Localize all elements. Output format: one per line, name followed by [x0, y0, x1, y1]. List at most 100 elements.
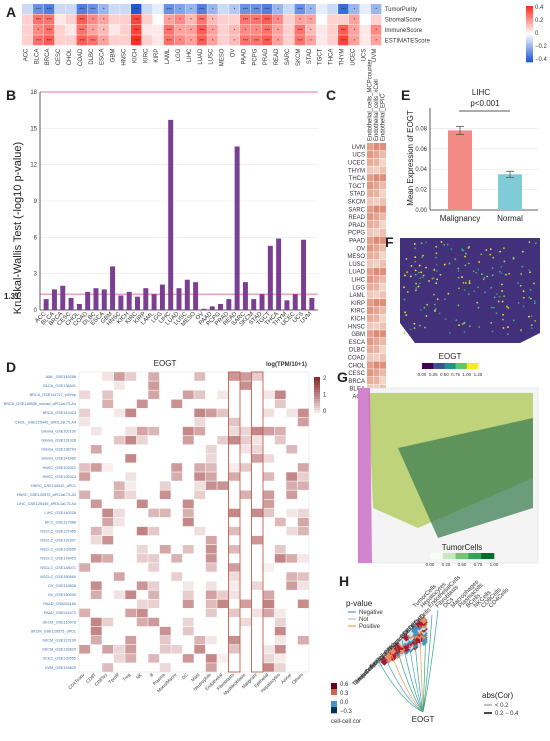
- panel-g-legend-swatch: [483, 553, 486, 559]
- panel-a-col-label: STAD: [307, 48, 313, 64]
- panel-a-col-label: DLBC: [89, 48, 95, 65]
- panel-a-cell: [196, 24, 207, 35]
- panel-d-dataset-label[interactable]: NSCLC_GSE139555: [40, 548, 76, 552]
- panel-c-cell: [373, 236, 380, 244]
- panel-f-legend-swatch: [435, 363, 438, 369]
- panel-d-dataset-label[interactable]: HNSC_GSE140042_aPD1: [31, 484, 76, 488]
- panel-d-dataset-label[interactable]: BLCA_GSE138441: [43, 384, 76, 388]
- panel-a-cell: [250, 24, 262, 35]
- panel-d-dataset-label[interactable]: NSCLC_GSE143423: [40, 557, 76, 561]
- panel-a-cell: [229, 24, 240, 35]
- panel-b-bar: [176, 288, 182, 310]
- panel-a-legend-swatch: [526, 34, 533, 36]
- panel-d-dataset-label[interactable]: SKCM_GSE120575_aPD1: [31, 629, 76, 633]
- panel-g-legend-swatch: [481, 553, 484, 559]
- panel-a-col-label: READ: [274, 48, 280, 65]
- panel-d-dataset-label[interactable]: CHOL_GSE125449_aPDL1aCTLA4: [15, 420, 76, 424]
- panel-d-cell: [182, 390, 194, 399]
- panel-d-dataset-label[interactable]: PAAD_GSE111672: [44, 611, 76, 615]
- panel-d-dataset-label[interactable]: NSCLC_GSE150660: [40, 575, 76, 579]
- panel-g-legend-swatch: [440, 553, 444, 559]
- panel-d-cell: [113, 435, 125, 445]
- panel-d-dataset-label[interactable]: OV_GSE130000: [48, 593, 76, 597]
- panel-d-cell-type-label: Others: [291, 672, 305, 686]
- panel-c-row-label: SARC: [348, 207, 365, 213]
- panel-d-legend-title: log(TPM/10+1): [266, 362, 307, 368]
- panel-d-dataset-label[interactable]: BRCA_GSE114727_inDrop: [30, 393, 76, 397]
- panel-d-dataset-label[interactable]: UVM_GSE139829: [45, 666, 76, 670]
- panel-d-dataset-label[interactable]: HNSC_GSE139324: [42, 475, 76, 479]
- panel-d-cell: [136, 599, 148, 609]
- panel-d-dataset-label[interactable]: PAAD_CRA001160: [43, 602, 76, 606]
- panel-a-col-label: HNSC: [122, 48, 128, 66]
- panel-d-dataset-label[interactable]: SKCM_GSE123139: [42, 638, 76, 642]
- panel-d-dataset-label[interactable]: SKCM_GSE115978: [43, 620, 77, 624]
- panel-b-bar: [68, 297, 74, 310]
- panel-d-cell: [79, 408, 91, 418]
- panel-b-bar: [151, 294, 157, 310]
- panel-d-cell: [228, 526, 240, 536]
- panel-d-cell: [125, 654, 137, 663]
- panel-f-spot: [521, 265, 524, 268]
- panel-d-cell: [274, 390, 286, 399]
- panel-d-dataset-label[interactable]: LIHC_GSE125449_aPDL1aCTLA4: [17, 502, 76, 506]
- panel-a-cell: [196, 35, 207, 46]
- panel-d-dataset-label[interactable]: NSCLC_GSE148071: [40, 566, 76, 570]
- panel-a-cell: [272, 4, 284, 14]
- panel-f-spot: [485, 249, 488, 251]
- panel-h-corr-legend-tick: −0.3: [340, 709, 353, 715]
- panel-a-cell: [174, 35, 186, 46]
- panel-d-dataset-label[interactable]: NSCLC_GSE131907: [40, 538, 76, 542]
- panel-a-cell: [54, 35, 66, 46]
- panel-b-bar: [309, 297, 315, 310]
- panel-d-cell: [125, 454, 137, 463]
- panel-a-cell: [316, 24, 327, 35]
- panel-d-cell: [90, 445, 102, 454]
- panel-f-legend-swatch: [459, 363, 462, 369]
- panel-h-corr-legend-swatch: [331, 701, 337, 703]
- panel-d-dataset-label[interactable]: Glioma_GSE141982: [41, 457, 76, 461]
- panel-d-dataset-label[interactable]: Glioma_GSE102130: [41, 429, 76, 433]
- panel-g-edge-region: [358, 388, 372, 563]
- panel-a-significance: *: [354, 17, 356, 22]
- panel-d-cell: [240, 490, 252, 499]
- panel-d-dataset-label[interactable]: UCEC_GSE139555: [42, 657, 76, 661]
- panel-d-dataset-label[interactable]: OV_GSE118828: [48, 584, 76, 588]
- panel-d-dataset-label[interactable]: LIHC_GSE140228: [45, 511, 76, 515]
- panel-d-cell: [194, 481, 206, 490]
- panel-h-corr-legend-swatch: [331, 708, 337, 711]
- panel-f-spot: [414, 269, 417, 272]
- panel-h-pvalue-item: Not: [359, 617, 369, 623]
- panel-h-cell: [415, 620, 424, 629]
- panel-f-spot: [440, 241, 443, 243]
- panel-c-cell: [367, 228, 373, 237]
- panel-f-spot: [528, 296, 531, 299]
- panel-a-cell: [240, 4, 251, 14]
- panel-a-cell: [87, 24, 98, 35]
- panel-a-significance: *: [103, 17, 105, 22]
- panel-a-cell: [305, 24, 316, 35]
- panel-d-dataset-label[interactable]: MCC_GSE117988: [45, 520, 76, 524]
- panel-a-cell: [54, 4, 66, 14]
- panel-a-significance: ***: [90, 38, 96, 43]
- panel-d-dataset-label[interactable]: AML_GSE116256: [46, 375, 76, 379]
- panel-a-col-label: TGCT: [318, 48, 324, 65]
- panel-d-dataset-label[interactable]: Glioma_GSE131928: [41, 438, 76, 442]
- panel-d-dataset-label[interactable]: NSCLC_GSE127465: [40, 529, 76, 533]
- panel-d-dataset-label[interactable]: HNSC_GSE120575_aPD1aCTLA4: [17, 493, 76, 497]
- panel-d-dataset-label[interactable]: HNSC_GSE103322: [42, 466, 76, 470]
- panel-d-cell: [274, 645, 286, 654]
- panel-d-cell-type-label: NK: [135, 672, 143, 680]
- panel-d-cell: [182, 499, 194, 509]
- panel-f-spot: [443, 298, 446, 301]
- panel-a-significance: *: [245, 28, 247, 33]
- panel-e-y-tick: 0.04: [415, 167, 427, 173]
- panel-h-corr-legend-swatch: [331, 699, 337, 702]
- panel-a-significance: *: [103, 38, 105, 43]
- panel-d-dataset-label[interactable]: SKCM_GSE139829: [42, 648, 76, 652]
- panel-d-dataset-label[interactable]: BRCA_GSE138536_mouse_aPD1aCTLA4: [4, 402, 76, 406]
- panel-d-dataset-label[interactable]: Glioma_GSE138794: [41, 448, 76, 452]
- panel-c-cell: [380, 221, 386, 229]
- panel-f-spot: [444, 318, 447, 320]
- panel-d-dataset-label[interactable]: BRCA_GSE143423: [43, 411, 76, 415]
